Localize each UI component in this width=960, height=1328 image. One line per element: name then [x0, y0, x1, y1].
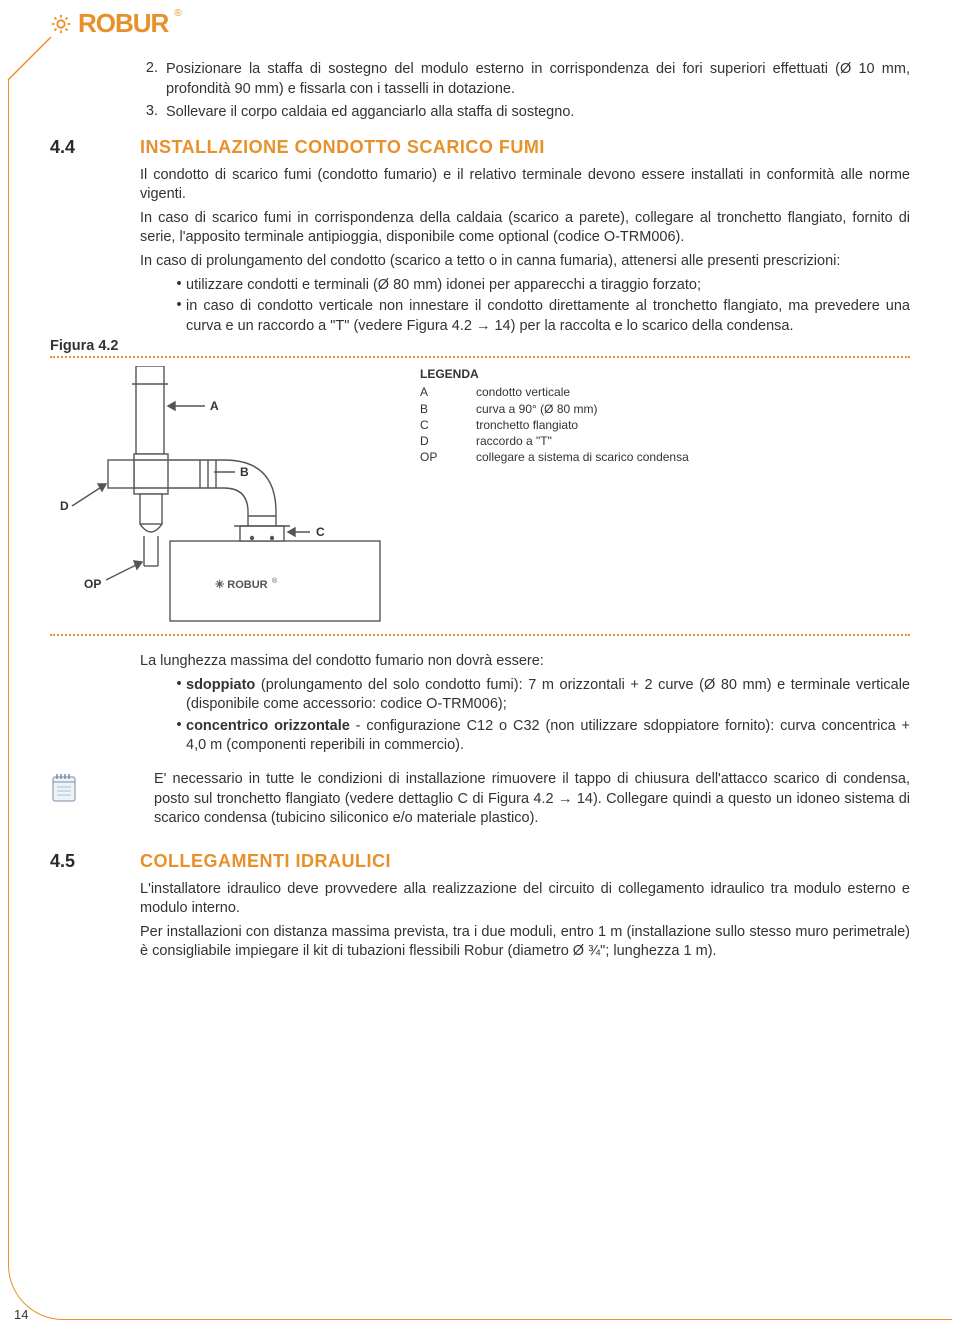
bullet-item: • concentrico orizzontale - configurazio…: [172, 717, 910, 756]
figure-legend: LEGENDA Acondotto verticale Bcurva a 90°…: [420, 366, 689, 465]
section-4-5-header: 4.5 COLLEGAMENTI IDRAULICI: [50, 851, 910, 872]
section-4-5-body: L'installatore idraulico deve provvedere…: [140, 880, 910, 962]
bullet-marker: •: [172, 297, 186, 336]
paragraph: In caso di scarico fumi in corrispondenz…: [140, 209, 910, 248]
note-text: E' necessario in tutte le condizioni di …: [154, 770, 910, 829]
section-number: 4.5: [50, 851, 140, 872]
bullet-marker: •: [172, 276, 186, 296]
after-figure-block: La lunghezza massima del condotto fumari…: [140, 652, 910, 756]
paragraph: Il condotto di scarico fumi (condotto fu…: [140, 166, 910, 205]
paragraph: In caso di prolungamento del condotto (s…: [140, 252, 910, 272]
diagram-label-b: B: [240, 465, 249, 479]
ol-text: Posizionare la staffa di sostegno del mo…: [166, 60, 910, 99]
legend-row: Draccordo a "T": [420, 433, 689, 449]
dotted-separator: [50, 356, 910, 358]
ol-item-3: 3. Sollevare il corpo caldaia ed agganci…: [140, 103, 910, 123]
paragraph: Per installazioni con distanza massima p…: [140, 923, 910, 962]
legend-row: OPcollegare a sistema di scarico condens…: [420, 449, 689, 465]
svg-text:®: ®: [272, 577, 278, 585]
diagram-label-a: A: [210, 399, 219, 413]
legend-row: Bcurva a 90° (Ø 80 mm): [420, 401, 689, 417]
diagram-label-op: OP: [84, 577, 101, 591]
section-title: INSTALLAZIONE CONDOTTO SCARICO FUMI: [140, 137, 545, 158]
bullet-item: • sdoppiato (prolungamento del solo cond…: [172, 676, 910, 715]
diagram-label-d: D: [60, 499, 69, 513]
section-number: 4.4: [50, 137, 140, 158]
bullet-list: • sdoppiato (prolungamento del solo cond…: [172, 676, 910, 756]
legend-row: Ctronchetto flangiato: [420, 417, 689, 433]
ol-number: 2.: [140, 60, 166, 99]
dotted-separator: [50, 634, 910, 636]
ol-text: Sollevare il corpo caldaia ed agganciarl…: [166, 103, 910, 123]
legend-title: LEGENDA: [420, 366, 689, 382]
bullet-item: • utilizzare condotti e terminali (Ø 80 …: [172, 276, 910, 296]
section-4-4-body: Il condotto di scarico fumi (condotto fu…: [140, 166, 910, 337]
brand-name: ROBUR: [78, 8, 168, 39]
figure-row: ✳ ROBUR ®: [50, 366, 910, 626]
bullet-text: in caso di condotto verticale non innest…: [186, 297, 910, 336]
diagram-label-c: C: [316, 525, 325, 539]
diagram-brand-text: ✳ ROBUR: [215, 579, 268, 591]
figure-label: Figura 4.2: [50, 338, 910, 354]
registered-mark: ®: [174, 8, 181, 19]
bullet-text: sdoppiato (prolungamento del solo condot…: [186, 676, 910, 715]
bullet-text: utilizzare condotti e terminali (Ø 80 mm…: [186, 276, 910, 296]
bullet-marker: •: [172, 676, 186, 715]
bullet-text: concentrico orizzontale - configurazione…: [186, 717, 910, 756]
bullet-item: • in caso di condotto verticale non inne…: [172, 297, 910, 336]
ordered-list: 2. Posizionare la staffa di sostegno del…: [140, 60, 910, 123]
page-content: 2. Posizionare la staffa di sostegno del…: [50, 60, 910, 966]
ol-number: 3.: [140, 103, 166, 123]
paragraph: La lunghezza massima del condotto fumari…: [140, 652, 910, 672]
legend-row: Acondotto verticale: [420, 384, 689, 400]
bullet-marker: •: [172, 717, 186, 756]
section-title: COLLEGAMENTI IDRAULICI: [140, 851, 391, 872]
section-4-4-header: 4.4 INSTALLAZIONE CONDOTTO SCARICO FUMI: [50, 137, 910, 158]
page-number: 14: [14, 1307, 28, 1322]
diagram-svg: ✳ ROBUR ®: [50, 366, 390, 626]
note-block: E' necessario in tutte le condizioni di …: [50, 770, 910, 829]
paragraph: L'installatore idraulico deve provvedere…: [140, 880, 910, 919]
gear-icon: [50, 13, 72, 35]
page-border-cut: [8, 36, 52, 80]
bullet-list: • utilizzare condotti e terminali (Ø 80 …: [172, 276, 910, 337]
notepad-icon: [50, 772, 78, 804]
brand-header: ROBUR ®: [50, 8, 182, 39]
ol-item-2: 2. Posizionare la staffa di sostegno del…: [140, 60, 910, 99]
